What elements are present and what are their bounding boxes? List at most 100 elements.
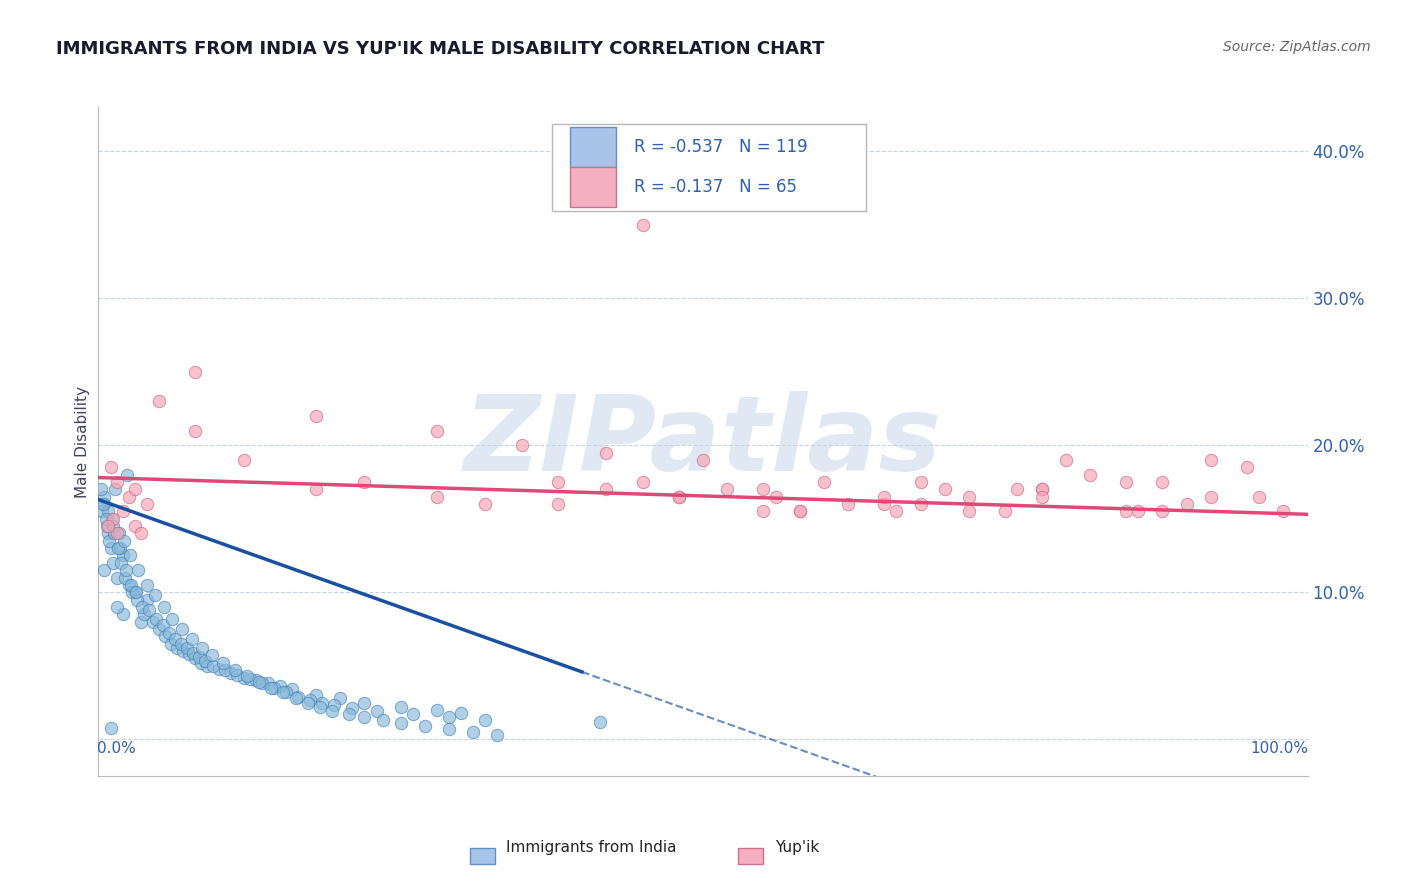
Point <box>1031 490 1053 504</box>
Point <box>260 681 283 695</box>
Point <box>547 475 569 489</box>
Point <box>450 706 472 720</box>
Point <box>1175 497 1198 511</box>
Point <box>413 719 436 733</box>
Point <box>117 467 139 482</box>
Point <box>93 497 115 511</box>
Point <box>118 490 141 504</box>
Point <box>100 460 122 475</box>
Point <box>837 497 859 511</box>
Point <box>311 696 333 710</box>
Point <box>91 504 114 518</box>
Point <box>1007 483 1029 497</box>
Text: 0.0%: 0.0% <box>97 740 136 756</box>
Point <box>129 615 152 629</box>
Point <box>184 424 207 438</box>
Point <box>716 483 738 497</box>
Point <box>353 475 375 489</box>
Text: Source: ZipAtlas.com: Source: ZipAtlas.com <box>1223 40 1371 54</box>
Point <box>148 622 170 636</box>
Point <box>239 672 262 686</box>
Y-axis label: Male Disability: Male Disability <box>75 385 90 498</box>
Point <box>1078 467 1101 482</box>
Point <box>1152 504 1174 518</box>
Point <box>145 612 167 626</box>
Point <box>110 556 132 570</box>
Point <box>112 533 135 548</box>
Point <box>176 641 198 656</box>
Point <box>166 641 188 656</box>
Point <box>101 519 124 533</box>
Text: Immigrants from India: Immigrants from India <box>506 839 676 855</box>
Point <box>208 662 231 676</box>
Point <box>101 556 124 570</box>
Text: R = -0.137   N = 65: R = -0.137 N = 65 <box>634 178 797 196</box>
Point <box>184 651 207 665</box>
Point <box>124 483 146 497</box>
Point <box>426 424 449 438</box>
Point <box>100 541 122 556</box>
Point <box>1031 483 1053 497</box>
Point <box>190 656 212 670</box>
Point <box>124 519 146 533</box>
Point <box>269 679 291 693</box>
Point <box>124 585 146 599</box>
Point <box>170 622 193 636</box>
Point <box>90 483 112 497</box>
Point <box>287 690 309 704</box>
Point <box>97 504 120 518</box>
Point <box>194 654 217 668</box>
Point <box>148 394 170 409</box>
Point <box>135 578 157 592</box>
Point <box>103 526 125 541</box>
Point <box>108 541 131 556</box>
Point <box>1236 460 1258 475</box>
Point <box>195 658 218 673</box>
Point <box>114 570 136 584</box>
Point <box>321 704 343 718</box>
Point <box>281 682 304 697</box>
Text: R = -0.537   N = 119: R = -0.537 N = 119 <box>634 138 807 156</box>
Point <box>100 512 122 526</box>
Point <box>157 626 180 640</box>
Point <box>1128 504 1150 518</box>
Point <box>353 696 375 710</box>
Point <box>143 588 166 602</box>
Point <box>142 615 165 629</box>
Point <box>1199 453 1222 467</box>
Point <box>1152 475 1174 489</box>
Bar <box>569 128 616 168</box>
Point <box>121 585 143 599</box>
Text: Yup'ik: Yup'ik <box>775 839 818 855</box>
Point <box>127 563 149 577</box>
Point <box>105 526 128 541</box>
Point <box>752 483 775 497</box>
Point <box>104 483 127 497</box>
Point <box>163 632 186 647</box>
Point <box>125 585 148 599</box>
Point <box>765 490 787 504</box>
Point <box>1115 475 1137 489</box>
Point <box>474 497 496 511</box>
Point <box>486 728 509 742</box>
Point <box>91 497 114 511</box>
Point <box>437 722 460 736</box>
Point <box>337 707 360 722</box>
Point <box>692 453 714 467</box>
Point <box>191 641 214 656</box>
Point <box>263 681 285 695</box>
Point <box>437 710 460 724</box>
Point <box>813 475 835 489</box>
Point <box>107 541 129 556</box>
Point <box>308 700 330 714</box>
Point <box>202 658 225 673</box>
Point <box>180 632 202 647</box>
Point <box>152 617 174 632</box>
Point <box>181 646 204 660</box>
Point <box>510 438 533 452</box>
Point <box>127 592 149 607</box>
Point <box>305 409 328 423</box>
Point <box>118 578 141 592</box>
Point <box>873 497 896 511</box>
Point <box>668 490 690 504</box>
